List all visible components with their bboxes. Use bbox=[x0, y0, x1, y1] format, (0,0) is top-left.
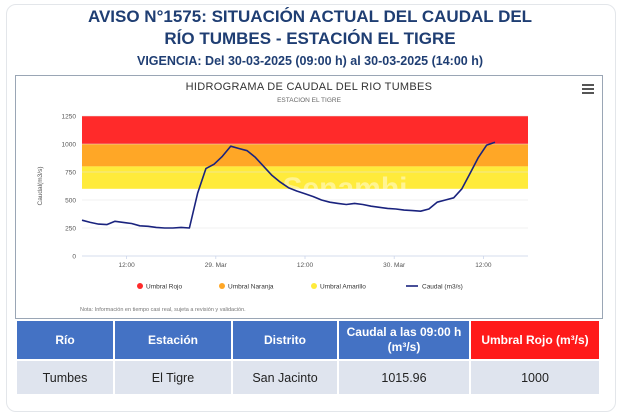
validity-period: VIGENCIA: Del 30-03-2025 (09:00 h) al 30… bbox=[137, 54, 483, 68]
y-tick-label: 750 bbox=[65, 170, 76, 177]
chart-subtitle: ESTACION EL TIGRE bbox=[277, 97, 341, 104]
y-tick-label: 500 bbox=[65, 198, 76, 205]
x-tick-label: 12:00 bbox=[297, 262, 314, 269]
y-tick-label: 0 bbox=[72, 254, 76, 261]
series-line-caudal bbox=[81, 141, 496, 229]
legend-marker bbox=[219, 283, 225, 289]
header-umbral-rojo: Umbral Rojo (m³/s) bbox=[469, 319, 601, 361]
cell-caudal: 1015.96 bbox=[337, 359, 471, 396]
legend-label: Caudal (m3/s) bbox=[422, 284, 463, 291]
y-tick-label: 250 bbox=[65, 226, 76, 233]
x-tick-label: 12:00 bbox=[118, 262, 135, 269]
legend-label: Umbral Naranja bbox=[228, 284, 274, 291]
cell-estacion: El Tigre bbox=[113, 359, 233, 396]
y-tick-label: 1000 bbox=[62, 142, 77, 149]
hydrograph-chart: HIDROGRAMA DE CAUDAL DEL RIO TUMBES ESTA… bbox=[15, 75, 603, 319]
chart-title: HIDROGRAMA DE CAUDAL DEL RIO TUMBES bbox=[185, 81, 433, 93]
cell-umbral-rojo: 1000 bbox=[469, 359, 601, 396]
y-axis-label: Caudal(m3/s) bbox=[37, 166, 44, 205]
chart-menu-icon[interactable] bbox=[582, 82, 594, 96]
x-tick-label: 12:00 bbox=[475, 262, 492, 269]
header-distrito: Distrito bbox=[231, 319, 339, 361]
chart-note: Nota: Información en tiempo casi real, s… bbox=[80, 307, 246, 313]
legend-label: Umbral Rojo bbox=[146, 284, 183, 291]
watermark-logo: Senamhi bbox=[282, 172, 407, 205]
table-row: Tumbes El Tigre San Jacinto 1015.96 1000 bbox=[15, 359, 601, 396]
header-caudal: Caudal a las 09:00 h (m³/s) bbox=[337, 319, 471, 361]
cell-rio: Tumbes bbox=[15, 359, 115, 396]
header-estacion: Estación bbox=[113, 319, 233, 361]
threshold-band-umbral-naranja bbox=[82, 144, 528, 167]
cell-distrito: San Jacinto bbox=[231, 359, 339, 396]
legend-marker bbox=[311, 283, 317, 289]
alert-title-line1: AVISO N°1575: SITUACIÓN ACTUAL DEL CAUDA… bbox=[87, 7, 533, 26]
alert-title-line2: RÍO TUMBES - ESTACIÓN EL TIGRE bbox=[164, 29, 456, 48]
station-table: Río Estación Distrito Caudal a las 09:00… bbox=[15, 319, 601, 396]
x-tick-label: 30. Mar bbox=[383, 262, 406, 269]
y-tick-label: 1250 bbox=[62, 114, 77, 121]
threshold-band-umbral-rojo bbox=[82, 116, 528, 144]
x-tick-label: 29. Mar bbox=[205, 262, 228, 269]
chart-plot-area: 0 250 500 750 1000 1250 12:00 29. Mar 12:00 30. M… bbox=[37, 114, 528, 291]
header-rio: Río bbox=[15, 319, 115, 361]
legend-marker bbox=[137, 283, 143, 289]
legend-label: Umbral Amarillo bbox=[320, 284, 366, 291]
